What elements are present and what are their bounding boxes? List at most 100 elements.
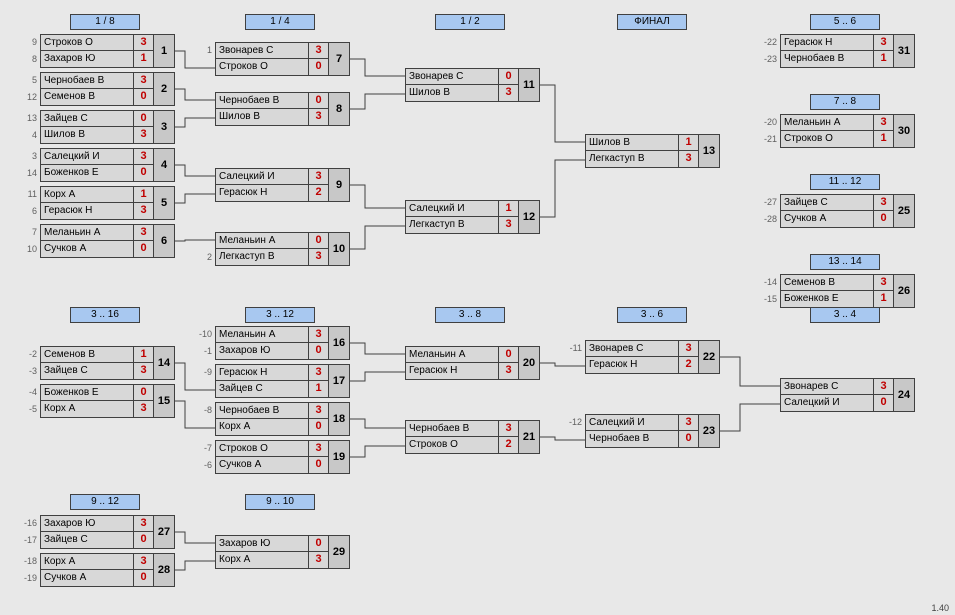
player-score: 0: [499, 346, 519, 363]
seed: [760, 378, 780, 395]
seed: -23: [760, 51, 780, 68]
player-name: Семенов В: [40, 346, 134, 363]
player-name: Зайцев С: [780, 194, 874, 211]
player-score: 1: [134, 51, 154, 68]
player-score: 3: [309, 364, 329, 381]
seed: [385, 363, 405, 380]
seed: -21: [760, 131, 780, 148]
player-score: 3: [134, 515, 154, 532]
match-number: 6: [154, 224, 175, 258]
player-name: Корх А: [40, 186, 134, 203]
seed: 5: [20, 72, 40, 89]
player-score: 3: [874, 378, 894, 395]
seed: -5: [20, 401, 40, 418]
round-header: 3 .. 12: [245, 307, 315, 323]
player-name: Меланьин А: [40, 224, 134, 241]
player-name: Захаров Ю: [215, 343, 309, 360]
player-score: 0: [309, 59, 329, 76]
player-score: 1: [309, 381, 329, 398]
player-score: 0: [309, 232, 329, 249]
player-name: Легкаступ В: [215, 249, 309, 266]
seed: 12: [20, 89, 40, 106]
match-number: 29: [329, 535, 350, 569]
player-score: 0: [874, 395, 894, 412]
version-label: 1.40: [931, 603, 949, 613]
seed: [565, 134, 585, 151]
player-name: Семенов В: [40, 89, 134, 106]
match: Звонарев С3Салецкий И024: [760, 378, 915, 412]
seed: 4: [20, 127, 40, 144]
match: -18Корх А3-19Сучков А028: [20, 553, 175, 587]
player-score: 0: [874, 211, 894, 228]
match-number: 15: [154, 384, 175, 418]
player-name: Чернобаев В: [40, 72, 134, 89]
seed: -9: [195, 364, 215, 381]
player-score: 0: [309, 419, 329, 436]
player-name: Меланьин А: [405, 346, 499, 363]
player-score: 3: [134, 401, 154, 418]
match-number: 17: [329, 364, 350, 398]
player-score: 1: [679, 134, 699, 151]
seed: 2: [195, 249, 215, 266]
match-number: 10: [329, 232, 350, 266]
seed: -16: [20, 515, 40, 532]
match-number: 19: [329, 440, 350, 474]
round-header: 3 .. 16: [70, 307, 140, 323]
seed: -19: [20, 570, 40, 587]
seed: [760, 395, 780, 412]
match-number: 5: [154, 186, 175, 220]
player-score: 0: [499, 68, 519, 85]
player-score: 0: [309, 535, 329, 552]
match-number: 20: [519, 346, 540, 380]
player-score: 3: [874, 34, 894, 51]
seed: -28: [760, 211, 780, 228]
seed: -2: [20, 346, 40, 363]
seed: -10: [195, 326, 215, 343]
player-name: Шилов В: [215, 109, 309, 126]
player-score: 2: [499, 437, 519, 454]
match-number: 11: [519, 68, 540, 102]
player-name: Салецкий И: [40, 148, 134, 165]
player-score: 3: [499, 85, 519, 102]
match: 13Зайцев С04Шилов В33: [20, 110, 175, 144]
match-number: 22: [699, 340, 720, 374]
round-header: 11 .. 12: [810, 174, 880, 190]
seed: [385, 217, 405, 234]
match-number: 30: [894, 114, 915, 148]
match: 9Строков О38Захаров Ю11: [20, 34, 175, 68]
player-score: 3: [134, 203, 154, 220]
player-score: 0: [134, 110, 154, 127]
player-name: Захаров Ю: [215, 535, 309, 552]
player-name: Чернобаев В: [215, 402, 309, 419]
match: -8Чернобаев В3Корх А018: [195, 402, 350, 436]
match: -10Меланьин А3-1Захаров Ю016: [195, 326, 350, 360]
match: Меланьин А0Герасюк Н320: [385, 346, 540, 380]
match-number: 18: [329, 402, 350, 436]
player-score: 3: [134, 553, 154, 570]
player-score: 0: [309, 92, 329, 109]
seed: 9: [20, 34, 40, 51]
player-name: Чернобаев В: [585, 431, 679, 448]
player-score: 3: [679, 151, 699, 168]
player-name: Меланьин А: [215, 326, 309, 343]
seed: [565, 151, 585, 168]
player-score: 0: [134, 89, 154, 106]
player-name: Звонарев С: [780, 378, 874, 395]
match-number: 1: [154, 34, 175, 68]
seed: -8: [195, 402, 215, 419]
seed: -22: [760, 34, 780, 51]
match-number: 8: [329, 92, 350, 126]
player-score: 2: [679, 357, 699, 374]
player-name: Зайцев С: [40, 532, 134, 549]
seed: [385, 437, 405, 454]
match-number: 28: [154, 553, 175, 587]
seed: 10: [20, 241, 40, 258]
player-score: 0: [134, 165, 154, 182]
player-score: 3: [134, 127, 154, 144]
round-header: 9 .. 10: [245, 494, 315, 510]
match-number: 7: [329, 42, 350, 76]
player-name: Зайцев С: [40, 110, 134, 127]
player-score: 2: [309, 185, 329, 202]
seed: -1: [195, 343, 215, 360]
player-name: Звонарев С: [215, 42, 309, 59]
